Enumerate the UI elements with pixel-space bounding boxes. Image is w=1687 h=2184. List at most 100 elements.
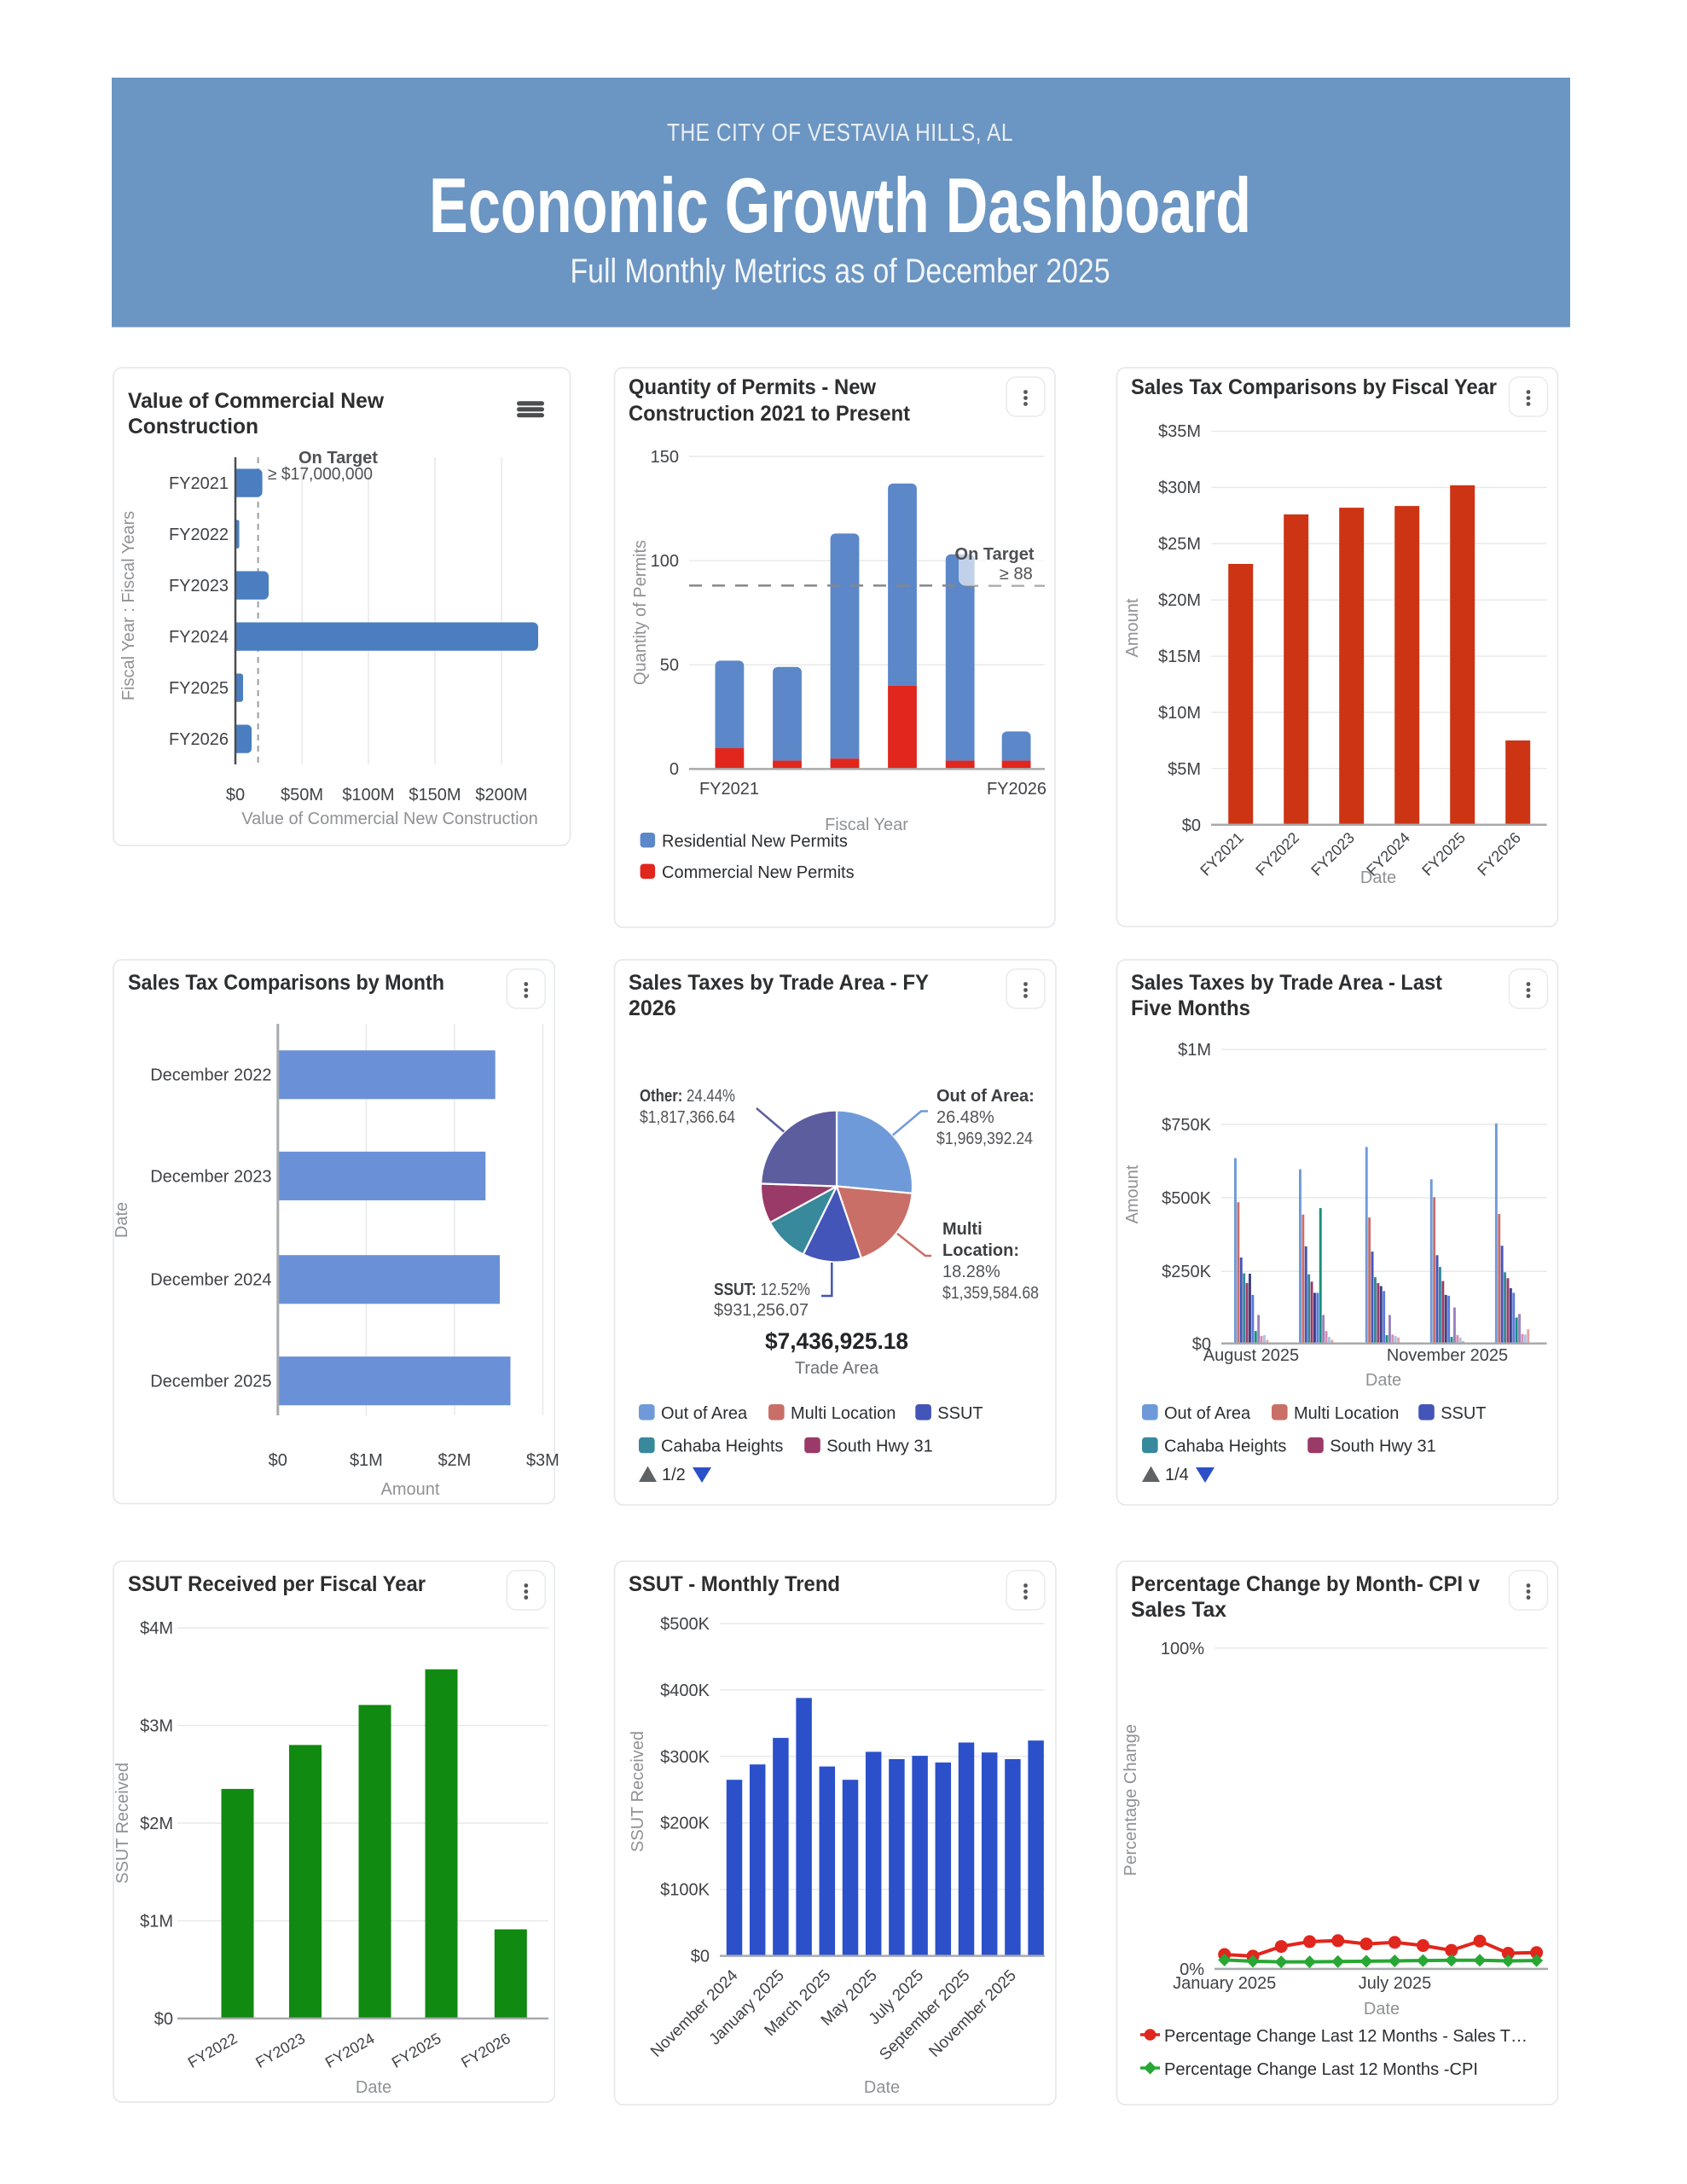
svg-text:Date: Date <box>356 2078 391 2097</box>
svg-text:Amount: Amount <box>1123 1165 1142 1223</box>
svg-text:Quantity of Permits - New: Quantity of Permits - New <box>629 375 877 399</box>
svg-text:Sales Tax: Sales Tax <box>1131 1598 1226 1622</box>
svg-text:$0: $0 <box>691 1948 710 1966</box>
svg-text:Value of Commercial New Constr: Value of Commercial New Construction <box>241 810 538 828</box>
svg-text:FY2026: FY2026 <box>169 730 229 749</box>
svg-text:July 2025: July 2025 <box>1359 1974 1432 1993</box>
svg-text:Date: Date <box>1364 2000 1400 2018</box>
svg-text:Location:: Location: <box>942 1241 1019 1260</box>
svg-text:$1,359,584.68: $1,359,584.68 <box>942 1284 1039 1303</box>
svg-text:Percentage Change Last 12 Mont: Percentage Change Last 12 Months -CPI <box>1164 2060 1478 2079</box>
svg-text:100: 100 <box>651 552 679 571</box>
svg-text:Percentage Change by Month- CP: Percentage Change by Month- CPI v <box>1131 1572 1480 1596</box>
svg-text:1/4: 1/4 <box>1165 1466 1189 1484</box>
svg-text:Multi Location: Multi Location <box>791 1404 896 1423</box>
svg-text:August 2025: August 2025 <box>1203 1346 1299 1365</box>
svg-text:December 2023: December 2023 <box>150 1167 271 1186</box>
svg-text:FY2022: FY2022 <box>169 526 229 544</box>
svg-text:$300K: $300K <box>660 1748 710 1767</box>
svg-text:$750K: $750K <box>1162 1116 1211 1135</box>
svg-text:December 2024: December 2024 <box>150 1271 271 1290</box>
svg-text:Sales Taxes by Trade Area - FY: Sales Taxes by Trade Area - FY <box>629 971 929 995</box>
svg-text:$250K: $250K <box>1162 1263 1211 1281</box>
svg-text:Out of Area:: Out of Area: <box>936 1087 1035 1106</box>
svg-text:Five Months: Five Months <box>1131 996 1250 1020</box>
svg-text:South Hwy 31: South Hwy 31 <box>1330 1438 1436 1456</box>
svg-text:SSUT - Monthly Trend: SSUT - Monthly Trend <box>629 1572 840 1596</box>
svg-text:Fiscal Year : Fiscal Years: Fiscal Year : Fiscal Years <box>119 511 138 700</box>
svg-text:$15M: $15M <box>1158 648 1201 666</box>
svg-text:$1,969,392.24: $1,969,392.24 <box>936 1130 1033 1148</box>
svg-text:Cahaba Heights: Cahaba Heights <box>1164 1438 1286 1456</box>
svg-text:Date: Date <box>113 1202 131 1238</box>
svg-text:$2M: $2M <box>140 1815 173 1833</box>
svg-text:Sales Tax Comparisons by Month: Sales Tax Comparisons by Month <box>128 971 444 995</box>
svg-text:SSUT Received per Fiscal Year: SSUT Received per Fiscal Year <box>128 1572 426 1596</box>
svg-text:$4M: $4M <box>140 1619 173 1638</box>
svg-text:SSUT Received: SSUT Received <box>629 1731 647 1852</box>
svg-text:Commercial New Permits: Commercial New Permits <box>662 863 855 882</box>
svg-text:FY2026: FY2026 <box>987 780 1046 799</box>
svg-text:$3M: $3M <box>526 1451 559 1470</box>
svg-text:SSUT: 12.52%: SSUT: 12.52% <box>714 1281 810 1299</box>
svg-text:$7,436,925.18: $7,436,925.18 <box>765 1328 908 1354</box>
svg-text:150: 150 <box>651 448 679 467</box>
svg-text:THE CITY OF VESTAVIA HILLS, AL: THE CITY OF VESTAVIA HILLS, AL <box>667 119 1013 147</box>
svg-text:Sales Tax Comparisons by Fisca: Sales Tax Comparisons by Fiscal Year <box>1131 375 1497 399</box>
svg-text:$0: $0 <box>154 2010 173 2029</box>
svg-text:≥ $17,000,000: ≥ $17,000,000 <box>268 465 373 484</box>
svg-text:$1,817,366.64: $1,817,366.64 <box>640 1108 735 1127</box>
svg-text:$0: $0 <box>1192 1335 1211 1354</box>
svg-text:$0: $0 <box>1182 816 1201 835</box>
svg-text:Multi Location: Multi Location <box>1294 1404 1399 1423</box>
svg-text:Full Monthly Metrics as of Dec: Full Monthly Metrics as of December 2025 <box>571 253 1110 290</box>
svg-text:Construction: Construction <box>128 415 258 439</box>
svg-text:Date: Date <box>1360 868 1396 887</box>
svg-text:$20M: $20M <box>1158 591 1201 610</box>
svg-text:$1M: $1M <box>350 1451 383 1470</box>
svg-text:≥ 88: ≥ 88 <box>1000 565 1033 584</box>
svg-text:SSUT: SSUT <box>937 1404 983 1423</box>
svg-text:26.48%: 26.48% <box>936 1108 994 1127</box>
svg-text:$0: $0 <box>226 786 245 804</box>
svg-text:$0: $0 <box>269 1451 287 1470</box>
svg-text:Cahaba Heights: Cahaba Heights <box>661 1438 783 1456</box>
svg-text:Out of Area: Out of Area <box>661 1404 748 1423</box>
svg-text:$3M: $3M <box>140 1717 173 1736</box>
svg-text:Percentage Change Last 12 Mont: Percentage Change Last 12 Months - Sales… <box>1164 2027 1528 2046</box>
svg-text:Out of Area: Out of Area <box>1164 1404 1251 1423</box>
svg-text:On Target: On Target <box>955 545 1035 564</box>
svg-text:$2M: $2M <box>438 1451 471 1470</box>
svg-text:Value of Commercial New: Value of Commercial New <box>128 389 385 413</box>
svg-text:November 2025: November 2025 <box>1387 1346 1508 1365</box>
svg-text:18.28%: 18.28% <box>942 1263 1000 1281</box>
svg-text:December 2022: December 2022 <box>150 1066 271 1085</box>
svg-text:$10M: $10M <box>1158 704 1201 723</box>
svg-text:December 2025: December 2025 <box>150 1373 271 1391</box>
svg-text:$5M: $5M <box>1168 760 1201 779</box>
svg-text:FY2021: FY2021 <box>699 780 759 799</box>
svg-text:January 2025: January 2025 <box>1173 1974 1276 1993</box>
svg-text:On Target: On Target <box>299 449 378 468</box>
svg-text:Percentage Change: Percentage Change <box>1122 1724 1140 1876</box>
svg-text:$30M: $30M <box>1158 479 1201 497</box>
svg-text:Quantity of Permits: Quantity of Permits <box>631 540 650 685</box>
svg-text:0%: 0% <box>1180 1960 1204 1979</box>
svg-text:Economic Growth Dashboard: Economic Growth Dashboard <box>429 163 1251 249</box>
svg-text:Construction 2021 to Present: Construction 2021 to Present <box>629 402 911 426</box>
svg-text:$150M: $150M <box>409 786 461 804</box>
svg-text:South Hwy 31: South Hwy 31 <box>826 1438 933 1456</box>
svg-text:100%: 100% <box>1161 1640 1204 1658</box>
svg-text:$100K: $100K <box>660 1881 710 1900</box>
svg-text:$100M: $100M <box>342 786 394 804</box>
svg-text:50: 50 <box>660 656 679 675</box>
svg-text:FY2023: FY2023 <box>169 577 229 595</box>
svg-text:Sales Taxes by Trade Area - La: Sales Taxes by Trade Area - Last <box>1131 971 1443 995</box>
svg-text:Fiscal Year: Fiscal Year <box>825 816 908 834</box>
svg-text:$200K: $200K <box>660 1815 710 1833</box>
svg-text:$200M: $200M <box>475 786 527 804</box>
svg-text:$1M: $1M <box>140 1913 173 1931</box>
svg-text:FY2024: FY2024 <box>169 628 229 647</box>
svg-text:Date: Date <box>864 2078 900 2097</box>
svg-text:0: 0 <box>670 760 679 779</box>
